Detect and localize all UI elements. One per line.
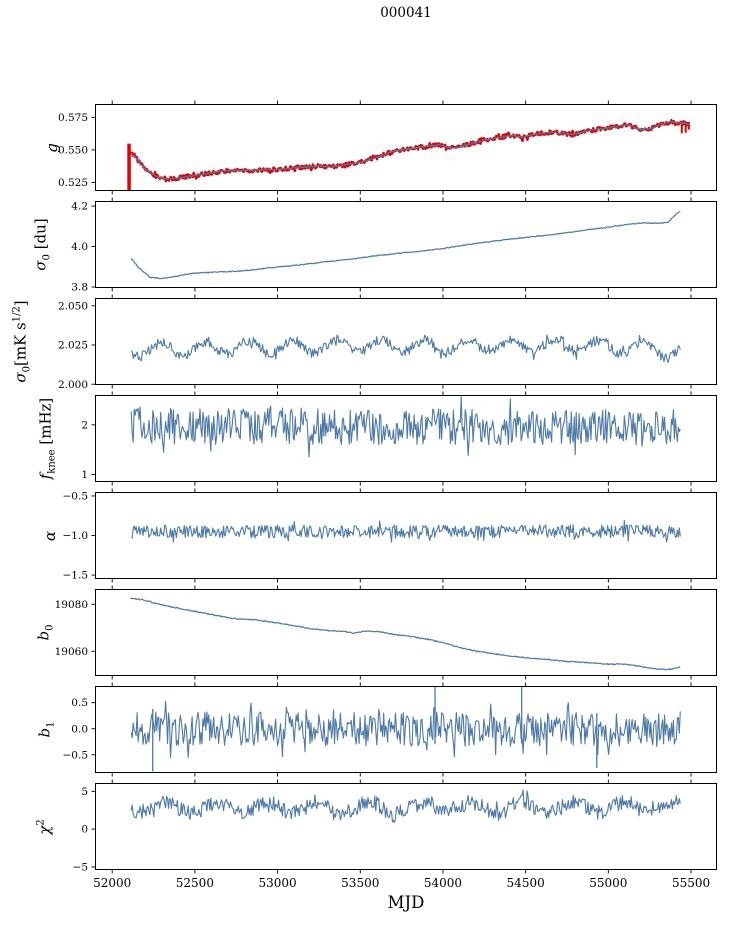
x-tick-label: 54500 bbox=[507, 876, 545, 890]
y-tick-label: 0 bbox=[81, 824, 88, 836]
panel-border bbox=[95, 104, 717, 191]
panel-border bbox=[95, 395, 717, 482]
y-tick-label: 2.050 bbox=[58, 300, 88, 312]
y-tick-label: 1 bbox=[81, 469, 88, 481]
x-tick-label: 52500 bbox=[176, 876, 214, 890]
y-tick-label: −1.5 bbox=[63, 570, 89, 582]
panel-border bbox=[95, 201, 717, 288]
panel-plot-region bbox=[130, 334, 681, 364]
panel-plot-region bbox=[130, 396, 681, 458]
y-tick-label: 4.2 bbox=[71, 201, 88, 213]
series-b1 bbox=[130, 700, 681, 759]
y-axis-label-part: b bbox=[35, 727, 54, 738]
y-axis-label-fknee: fknee [mHz] bbox=[34, 395, 60, 482]
series-fknee bbox=[130, 396, 681, 458]
y-axis-label-part: 0 bbox=[21, 366, 33, 373]
y-tick-label: 0.525 bbox=[58, 177, 88, 189]
y-axis-label-part: [mHz] bbox=[36, 397, 55, 450]
y-axis-label-part: 1 bbox=[45, 721, 57, 728]
y-axis-label-part: σ bbox=[31, 260, 50, 271]
panel-border bbox=[95, 298, 717, 385]
x-tick-label: 54000 bbox=[424, 876, 462, 890]
y-tick-label: 19080 bbox=[55, 599, 88, 611]
y-tick-label: 5 bbox=[81, 786, 88, 798]
y-axis-label-part: knee bbox=[46, 449, 58, 474]
panel-plot-region bbox=[130, 210, 681, 280]
panel-border bbox=[95, 686, 717, 773]
y-axis-label-part: ] bbox=[11, 300, 30, 307]
y-axis-label-sigma0-mK: σ0[mK s1/2] bbox=[9, 298, 35, 385]
panel-chi2: 5 0 −5 52000 52500 53000 53500 54000 54500 55000 5… bbox=[73, 779, 717, 890]
panel-border bbox=[95, 783, 717, 870]
y-axis-label-part: 1/2 bbox=[11, 306, 23, 323]
series-chi2 bbox=[130, 789, 681, 823]
panel-alpha: −0.5 −1.0 −1.5 bbox=[63, 488, 717, 583]
x-tick-label: 55000 bbox=[589, 876, 627, 890]
panel-plot-region bbox=[127, 118, 691, 191]
y-tick-label: 0.5 bbox=[71, 697, 88, 709]
y-axis-label-part: 0 bbox=[44, 624, 56, 631]
panel-border bbox=[95, 589, 717, 676]
x-axis-label: MJD bbox=[387, 893, 425, 912]
y-tick-label: 0.550 bbox=[58, 144, 88, 156]
panel-sigma0-du: 4.2 4.0 3.8 bbox=[71, 197, 717, 294]
y-axis-label-b1: b1 bbox=[33, 686, 59, 773]
panel-b1: 0.5 0.0 −0.5 bbox=[63, 682, 717, 777]
y-tick-label: 4.0 bbox=[71, 241, 88, 253]
y-tick-label: −5 bbox=[73, 862, 88, 874]
y-tick-label: 3.8 bbox=[71, 282, 88, 294]
y-tick-label: 2.025 bbox=[58, 340, 88, 352]
series-sigma0-mK bbox=[130, 334, 681, 364]
panel-fknee: 21 bbox=[81, 391, 717, 486]
x-tick-label: 52000 bbox=[93, 876, 131, 890]
y-axis-label-part: f bbox=[36, 473, 55, 480]
panel-plot-region bbox=[130, 597, 681, 671]
x-tick-label: 53000 bbox=[258, 876, 296, 890]
y-tick-label: 0.0 bbox=[71, 723, 88, 735]
panel-sigma0-mK: 2.050 2.025 2.000 bbox=[58, 294, 717, 391]
series-sigma0-du bbox=[130, 210, 681, 280]
panel-border bbox=[95, 492, 717, 579]
y-tick-label: −1.0 bbox=[63, 530, 89, 542]
y-tick-label: 19060 bbox=[55, 646, 88, 658]
y-axis-label-part: σ bbox=[11, 372, 30, 383]
series-b0 bbox=[130, 597, 681, 671]
y-axis-label-part: χ bbox=[36, 825, 54, 835]
x-tick-label: 53500 bbox=[341, 876, 379, 890]
y-axis-label-part: 2 bbox=[36, 818, 47, 826]
panel-g: 0.575 0.550 0.525 bbox=[58, 100, 717, 195]
panel-plot-region bbox=[130, 686, 681, 772]
figure-title: 000041 bbox=[380, 5, 432, 21]
y-axis-label-part: [du] bbox=[31, 218, 50, 255]
y-tick-label: 2.000 bbox=[58, 379, 88, 391]
panel-plot-region bbox=[130, 789, 681, 823]
y-axis-label-part: b bbox=[34, 630, 53, 641]
y-tick-label: 0.575 bbox=[58, 112, 88, 124]
y-tick-label: −0.5 bbox=[63, 749, 89, 761]
series-alpha bbox=[131, 519, 681, 543]
y-axis-label-part: 0 bbox=[41, 254, 53, 261]
panel-plot-region bbox=[131, 519, 681, 543]
y-axis-label-alpha: α bbox=[37, 492, 63, 579]
y-tick-label: −0.5 bbox=[63, 491, 89, 503]
y-tick-label: 2 bbox=[81, 419, 88, 431]
y-axis-label-part: α bbox=[40, 530, 59, 541]
panel-b0: 19080 19060 bbox=[55, 585, 717, 680]
series-gain-model bbox=[130, 120, 690, 180]
series-gain-data bbox=[130, 118, 691, 183]
y-axis-label-sigma0-du: σ0 [du] bbox=[29, 201, 55, 288]
y-axis-label-chi2: χ2 bbox=[32, 783, 58, 870]
y-axis-label-part: [mK s bbox=[11, 322, 30, 367]
x-tick-label: 55500 bbox=[672, 876, 710, 890]
